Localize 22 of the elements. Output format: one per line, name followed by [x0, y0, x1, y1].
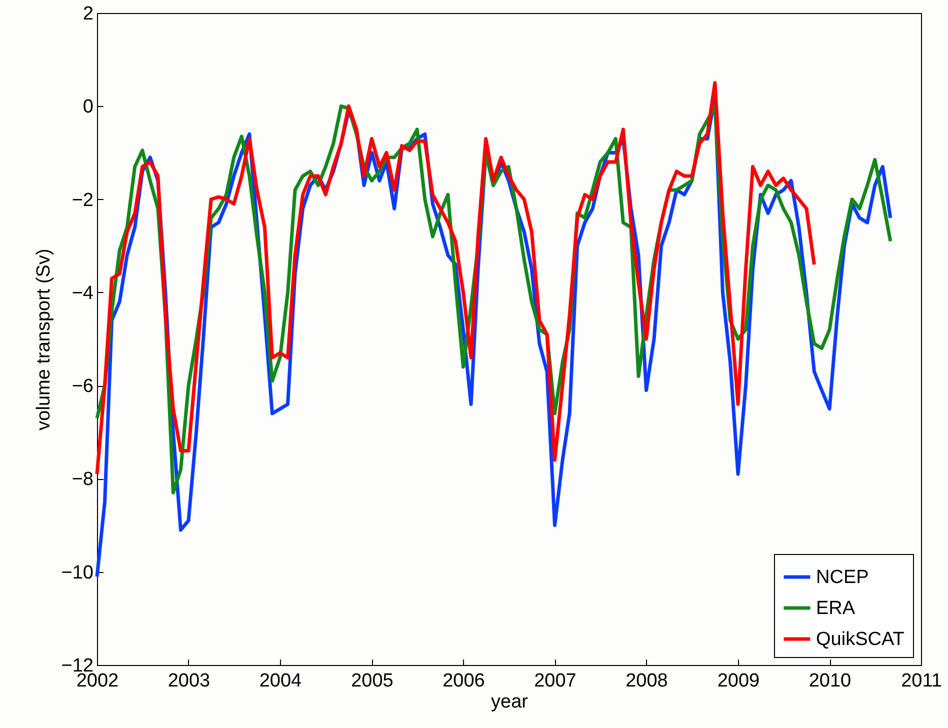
legend-label: NCEP — [816, 567, 869, 588]
x-tick-label: 2008 — [626, 670, 668, 692]
x-tick-label: 2006 — [442, 670, 485, 692]
y-tick-label: −2 — [72, 190, 94, 211]
legend-label: QuikSCAT — [816, 629, 905, 650]
x-tick-label: 2007 — [534, 670, 576, 692]
x-tick-label: 2009 — [717, 670, 760, 692]
y-tick-label: −10 — [61, 562, 94, 584]
x-tick-label: 2010 — [808, 670, 852, 692]
x-tick-label: 2011 — [901, 670, 942, 692]
y-tick-label: −4 — [72, 282, 94, 304]
y-axis-title: volume transport (Sv) — [33, 248, 54, 430]
y-tick-label: 0 — [82, 96, 94, 118]
y-tick-label: −6 — [72, 376, 94, 398]
line-series — [95, 81, 816, 476]
x-tick-label: 2005 — [351, 670, 394, 692]
x-tick-label: 2003 — [168, 670, 210, 692]
y-tick-label: −8 — [72, 469, 94, 490]
x-axis-title: year — [491, 692, 529, 712]
legend-label: ERA — [816, 598, 856, 619]
y-tick-label: 2 — [82, 4, 94, 24]
x-tick-label: 2004 — [259, 670, 302, 692]
